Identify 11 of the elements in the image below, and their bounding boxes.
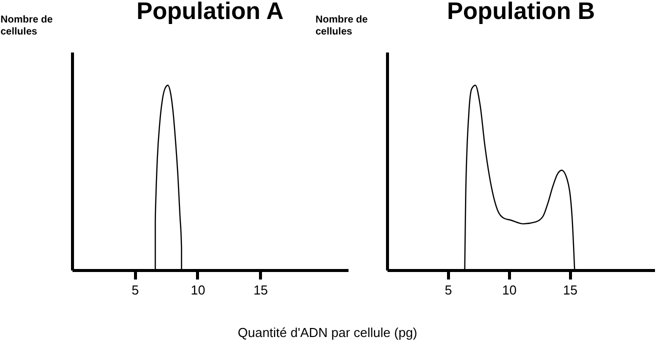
x-tick-label: 10: [190, 282, 206, 298]
x-tick-label: 5: [444, 282, 452, 298]
y-axis-title: Nombre de cellules: [0, 14, 54, 38]
chart-title: Population A: [136, 0, 284, 25]
x-tick-label: 10: [502, 282, 517, 298]
x-tick-label: 15: [562, 282, 578, 298]
y-axis-title: Nombre de cellules: [316, 14, 368, 38]
x-axis-title: Quantité d'ADN par cellule (pg): [238, 325, 418, 340]
x-tick-label: 5: [132, 282, 139, 298]
x-tick-label: 15: [253, 282, 268, 298]
chart-title: Population B: [447, 0, 595, 25]
